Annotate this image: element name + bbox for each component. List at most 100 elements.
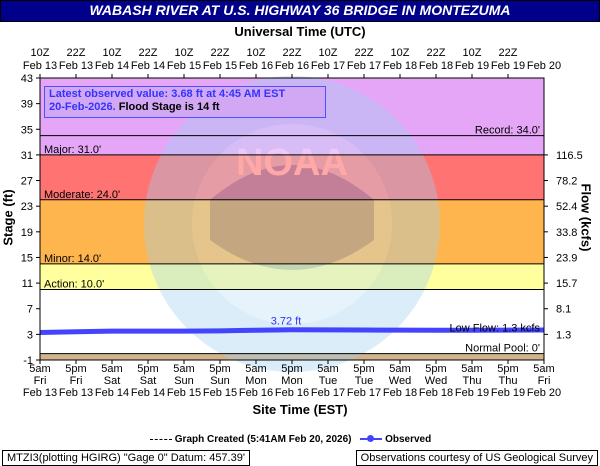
observed-point: [236, 328, 240, 333]
top-tick-date: Feb 14: [95, 60, 129, 72]
threshold-label: Moderate: 24.0': [44, 189, 120, 201]
legend-graph-created: Graph Created (5:41AM Feb 20, 2026): [174, 434, 352, 445]
info-line-1: Latest observed value: 3.68 ft at 4:45 A…: [49, 88, 286, 100]
top-tick-time: 22Z: [355, 47, 374, 59]
normal-band: [40, 353, 544, 360]
x-tick-time: 5am: [533, 363, 554, 375]
x-tick-time: 5pm: [137, 363, 158, 375]
x-tick-time: 5am: [29, 363, 50, 375]
y-tick-label: 3: [27, 329, 33, 341]
observed-point: [470, 328, 474, 333]
top-tick-date: Feb 18: [419, 60, 453, 72]
top-tick-date: Feb 20: [527, 60, 561, 72]
observed-point: [218, 328, 222, 333]
info-box: Latest observed value: 3.68 ft at 4:45 A…: [44, 86, 326, 118]
observed-point: [74, 329, 78, 334]
observed-point: [182, 329, 186, 334]
top-tick-time: 10Z: [319, 47, 338, 59]
top-tick-date: Feb 15: [203, 60, 237, 72]
threshold-label: Record: 34.0': [475, 125, 540, 137]
x-tick-day: Sat: [104, 375, 121, 387]
action-band: [40, 289, 544, 354]
y2-tick-label: 116.5: [556, 150, 583, 162]
x-tick-day: Thu: [463, 375, 482, 387]
x-tick-day: Sun: [174, 375, 194, 387]
info-flood-stage: Flood Stage is 14 ft: [118, 101, 220, 113]
right-axis-title: Flow (kcfs): [578, 183, 594, 252]
y2-tick-label: 33.8: [556, 227, 577, 239]
y-tick-label: 19: [21, 227, 33, 239]
top-tick-time: 10Z: [463, 47, 482, 59]
x-tick-time: 5pm: [353, 363, 374, 375]
credit-label: Observations courtesy of US Geological S…: [355, 450, 598, 466]
y-tick-label: 11: [22, 278, 33, 290]
x-tick-time: 5am: [389, 363, 410, 375]
x-tick-day: Fri: [70, 375, 83, 387]
x-tick-day: Wed: [425, 375, 447, 387]
y-tick-label: 27: [21, 176, 33, 188]
observed-point: [326, 327, 330, 332]
top-tick-time: 10Z: [247, 47, 266, 59]
top-tick-time: 22Z: [427, 47, 446, 59]
bottom-axis-title: Site Time (EST): [252, 402, 348, 417]
x-tick-date: Feb 17: [347, 387, 381, 399]
x-tick-date: Feb 15: [203, 387, 237, 399]
top-tick-date: Feb 13: [23, 60, 57, 72]
top-tick-date: Feb 13: [59, 60, 93, 72]
info-line-2: 20-Feb-2026. Flood Stage is 14 ft: [49, 101, 321, 114]
x-tick-day: Sun: [210, 375, 230, 387]
x-tick-time: 5pm: [65, 363, 86, 375]
legend-dash-icon: [150, 438, 172, 440]
x-tick-date: Feb 14: [131, 387, 165, 399]
observed-point: [254, 328, 258, 333]
y-tick-label: 23: [21, 201, 33, 213]
moderate-band: [40, 199, 544, 264]
minor-band: [40, 263, 544, 290]
x-tick-time: 5am: [101, 363, 122, 375]
top-tick-date: Feb 17: [311, 60, 345, 72]
threshold-label: Major: 31.0': [44, 144, 101, 156]
top-tick-time: 22Z: [139, 47, 158, 59]
top-tick-time: 22Z: [211, 47, 230, 59]
top-tick-time: 10Z: [175, 47, 194, 59]
x-tick-date: Feb 18: [383, 387, 417, 399]
x-tick-time: 5pm: [281, 363, 302, 375]
x-tick-time: 5pm: [497, 363, 518, 375]
threshold-lines: Record: 34.0' Major: 31.0' Moderate: 24.0'…: [40, 125, 544, 355]
y-tick-label: 15: [21, 252, 33, 264]
top-tick-time: 10Z: [31, 47, 50, 59]
x-tick-day: Mon: [281, 375, 302, 387]
top-tick-date: Feb 15: [167, 60, 201, 72]
observed-line: [40, 327, 544, 335]
observed-point: [290, 327, 294, 332]
observed-point: [398, 328, 402, 333]
observed-point: [110, 329, 114, 334]
x-tick-day: Fri: [538, 375, 551, 387]
chart-title: WABASH RIVER AT U.S. HIGHWAY 36 BRIDGE I…: [89, 2, 511, 18]
x-tick-date: Feb 14: [95, 387, 129, 399]
top-tick-time: 10Z: [391, 47, 410, 59]
y-tick-label: 43: [21, 73, 33, 85]
top-tick-time: 22Z: [67, 47, 86, 59]
x-tick-day: Mon: [245, 375, 266, 387]
observed-point: [434, 328, 438, 333]
threshold-label: Normal Pool: 0': [465, 343, 540, 355]
y2-tick-label: 15.7: [556, 278, 577, 290]
chart-axes: -1 3 7 11 15 19 23 27 31 35 39 43 1.3 8.1 15.7 23.9 33.8…: [21, 47, 583, 399]
chart-annotations: 3.72 ft Low Flow: 1.3 kcfs: [271, 316, 541, 335]
y2-tick-label: 23.9: [556, 252, 577, 264]
datum-label: MTZI3(plotting HGIRG) "Gage 0" Datum: 45…: [2, 450, 250, 466]
y-tick-label: 39: [21, 99, 33, 111]
svg-text:NOAA: NOAA: [236, 142, 348, 184]
major-band: [40, 154, 544, 200]
y2-tick-label: 1.3: [556, 329, 571, 341]
threshold-label: Minor: 14.0': [44, 253, 101, 265]
x-tick-date: Feb 17: [311, 387, 345, 399]
legend-observed: Observed: [385, 434, 432, 445]
info-date: 20-Feb-2026.: [49, 101, 116, 113]
x-tick-time: 5am: [245, 363, 266, 375]
x-tick-time: 5pm: [425, 363, 446, 375]
legend-observed-icon: [360, 435, 383, 443]
x-tick-date: Feb 18: [419, 387, 453, 399]
